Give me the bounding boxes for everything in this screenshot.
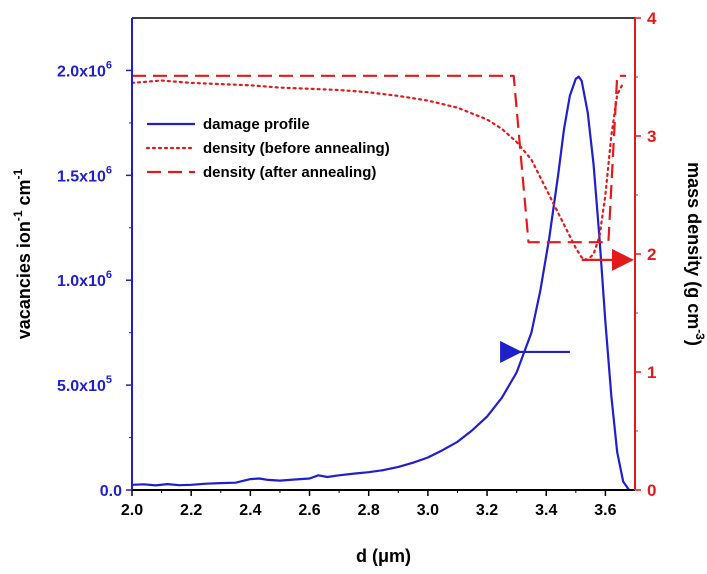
- y-left-tick-label: 2.0x106: [57, 59, 112, 80]
- y-right-tick-label: 3: [647, 127, 656, 146]
- legend-label: density (before annealing): [203, 140, 390, 157]
- y-right-tick-label: 1: [647, 363, 656, 382]
- x-tick-label: 3.2: [476, 502, 498, 519]
- y-left-axis-title: vacancies ion-1 cm-1: [11, 168, 34, 339]
- annotations-group: [500, 248, 634, 363]
- damage-profile-line: [132, 75, 631, 490]
- x-tick-label: 2.0: [121, 502, 143, 519]
- x-tick-label: 3.6: [594, 502, 616, 519]
- tick-labels-group: 2.0 2.2 2.4 2.6 2.8 3.0 3.2 3.4 3.6 0.0 5.0x105 1.0…: [57, 9, 657, 519]
- axes-group: [126, 17, 641, 496]
- y-left-tick-label: 1.0x106: [57, 269, 112, 290]
- legend: damage profile density (before annealing)…: [145, 116, 390, 181]
- x-tick-label: 3.4: [535, 502, 557, 519]
- y-left-tick-label: 0.0: [100, 483, 122, 500]
- x-tick-label: 3.0: [417, 502, 439, 519]
- density-before-line: [132, 79, 625, 261]
- legend-label: damage profile: [203, 116, 310, 133]
- y-right-tick-label: 4: [647, 9, 657, 28]
- x-tick-label: 2.6: [298, 502, 320, 519]
- x-tick-label: 2.4: [239, 502, 261, 519]
- x-tick-label: 2.2: [180, 502, 202, 519]
- y-right-tick-label: 0: [647, 481, 656, 500]
- y-right-tick-label: 2: [647, 245, 656, 264]
- density-after-line: [132, 74, 627, 244]
- series-group: [132, 74, 631, 490]
- legend-label: density (after annealing): [203, 164, 376, 181]
- y-left-tick-label: 1.5x106: [57, 164, 112, 185]
- y-left-tick-label: 5.0x105: [57, 374, 112, 395]
- x-tick-label: 2.8: [358, 502, 380, 519]
- y-right-axis-title: mass density (g cm-3): [684, 162, 707, 346]
- x-axis-title: d (μm): [356, 546, 411, 566]
